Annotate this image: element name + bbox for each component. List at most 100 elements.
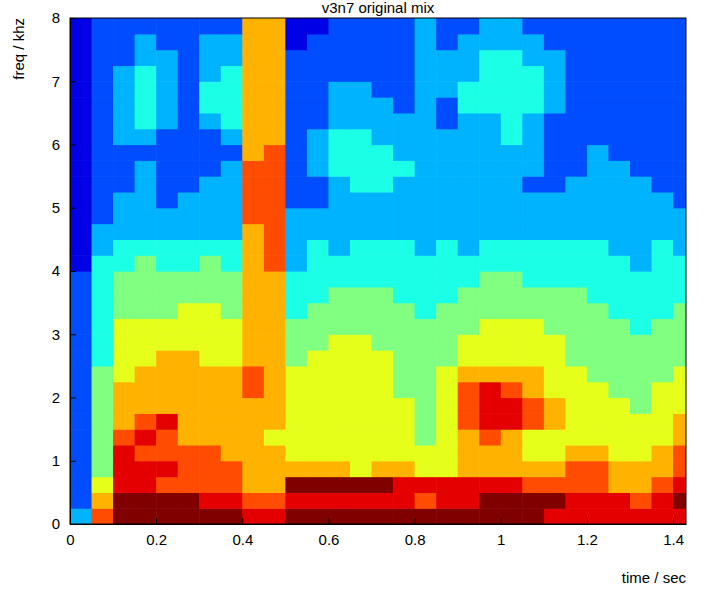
heat-cell xyxy=(113,18,135,34)
cells xyxy=(70,18,686,524)
heat-cell xyxy=(673,318,686,334)
heat-cell xyxy=(393,129,415,145)
heat-cell xyxy=(436,145,458,161)
heat-cell xyxy=(522,50,544,66)
heat-cell xyxy=(436,113,458,129)
heat-cell xyxy=(544,34,566,50)
heat-cell xyxy=(264,477,286,493)
tick-mark xyxy=(587,518,588,524)
tick: 7 xyxy=(52,73,76,90)
heat-cell xyxy=(178,287,200,303)
heat-cell xyxy=(92,34,114,50)
heat-cell xyxy=(587,287,609,303)
heat-cell xyxy=(264,271,286,287)
heat-cell xyxy=(673,477,686,493)
heat-cell xyxy=(393,239,415,255)
heat-cell xyxy=(587,413,609,429)
heat-cell xyxy=(156,255,178,271)
heat-cell xyxy=(673,129,686,145)
heat-cell xyxy=(135,224,157,240)
heat-cell xyxy=(113,34,135,50)
heat-cell xyxy=(436,160,458,176)
heat-cell xyxy=(135,18,157,34)
heat-cell xyxy=(652,477,674,493)
heat-cell xyxy=(92,113,114,129)
heat-cell xyxy=(328,81,350,97)
heat-cell xyxy=(630,97,652,113)
heat-cell xyxy=(458,445,480,461)
heat-cell xyxy=(415,318,437,334)
heat-cell xyxy=(221,382,243,398)
heat-cell xyxy=(199,239,221,255)
heat-cell xyxy=(587,429,609,445)
heat-cell xyxy=(673,492,686,508)
heat-cell xyxy=(242,477,264,493)
heat-cell xyxy=(307,255,329,271)
heat-cell xyxy=(221,81,243,97)
heat-cell xyxy=(479,492,501,508)
tick-label: 0 xyxy=(52,515,60,532)
heat-cell xyxy=(479,508,501,524)
heat-cell xyxy=(113,429,135,445)
heat-cell xyxy=(587,129,609,145)
tick-mark xyxy=(328,518,329,524)
heat-cell xyxy=(544,18,566,34)
heat-cell xyxy=(307,334,329,350)
heat-cell xyxy=(178,224,200,240)
heat-cell xyxy=(458,477,480,493)
heat-cell xyxy=(673,145,686,161)
heat-cell xyxy=(242,445,264,461)
heat-cell xyxy=(264,34,286,50)
heat-cell xyxy=(436,461,458,477)
heat-cell xyxy=(436,413,458,429)
heat-cell xyxy=(544,350,566,366)
heat-cell xyxy=(199,34,221,50)
heat-cell xyxy=(221,145,243,161)
heat-cell xyxy=(372,303,394,319)
heat-cell xyxy=(350,508,372,524)
heat-cell xyxy=(544,50,566,66)
heat-cell xyxy=(652,65,674,81)
heat-cell xyxy=(479,34,501,50)
heat-cell xyxy=(372,160,394,176)
heat-cell xyxy=(565,239,587,255)
heat-cell xyxy=(113,145,135,161)
heat-cell xyxy=(393,208,415,224)
heat-cell xyxy=(242,145,264,161)
heat-cell xyxy=(479,318,501,334)
heat-cell xyxy=(285,18,307,34)
heat-cell xyxy=(415,160,437,176)
heat-cell xyxy=(458,303,480,319)
heat-cell xyxy=(242,34,264,50)
heat-cell xyxy=(135,160,157,176)
heat-cell xyxy=(156,129,178,145)
heat-cell xyxy=(501,160,523,176)
heat-cell xyxy=(393,477,415,493)
heat-cell xyxy=(608,97,630,113)
heat-cell xyxy=(630,160,652,176)
heat-cell xyxy=(393,413,415,429)
heat-cell xyxy=(113,239,135,255)
heat-cell xyxy=(242,65,264,81)
heat-cell xyxy=(652,239,674,255)
heat-cell xyxy=(178,334,200,350)
heat-cell xyxy=(630,303,652,319)
heat-cell xyxy=(501,224,523,240)
heat-cell xyxy=(113,129,135,145)
heat-cell xyxy=(393,224,415,240)
heat-cell xyxy=(221,477,243,493)
heat-cell xyxy=(393,192,415,208)
heat-cell xyxy=(221,350,243,366)
heat-cell xyxy=(242,176,264,192)
heat-cell xyxy=(92,224,114,240)
heat-cell xyxy=(372,113,394,129)
heat-cell xyxy=(285,129,307,145)
heat-cell xyxy=(501,334,523,350)
heat-cell xyxy=(264,303,286,319)
heat-cell xyxy=(242,129,264,145)
tick-mark xyxy=(70,81,76,82)
heat-cell xyxy=(608,145,630,161)
heat-cell xyxy=(135,350,157,366)
heat-cell xyxy=(199,176,221,192)
heat-cell xyxy=(393,303,415,319)
